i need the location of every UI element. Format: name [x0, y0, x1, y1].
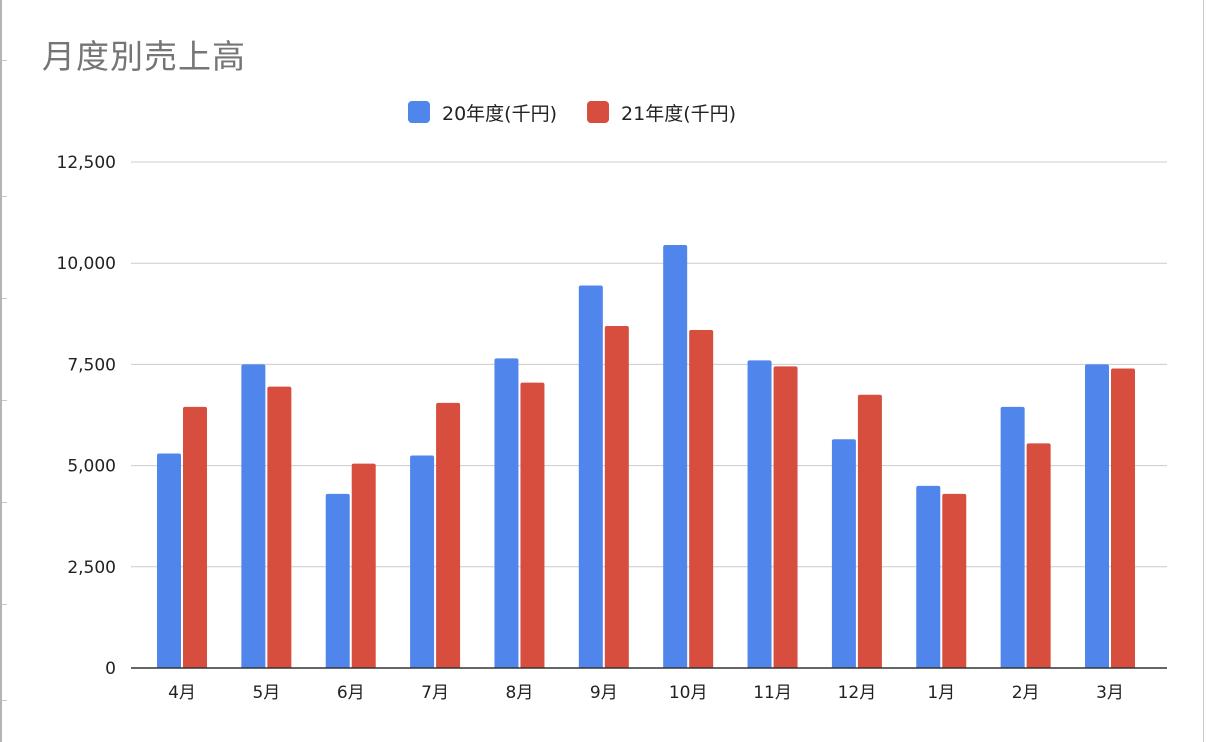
- bar-series-1: [241, 364, 266, 668]
- bar-series-2: [689, 329, 714, 668]
- bar-series-2: [773, 366, 798, 668]
- bar-series-1: [747, 360, 772, 668]
- frame-edge-tick: [2, 60, 7, 61]
- frame-edge-tick: [2, 700, 7, 701]
- y-tick-label: 10,000: [57, 254, 116, 274]
- x-tick-label: 4月: [168, 683, 196, 703]
- bar-series-1: [1000, 406, 1025, 668]
- bar-series-1: [578, 285, 603, 668]
- bar-series-1: [157, 453, 181, 668]
- y-tick-label: 2,500: [67, 558, 116, 578]
- bar-series-2: [520, 382, 545, 668]
- x-tick-label: 12月: [838, 683, 877, 703]
- legend-item-series-1[interactable]: 20年度(千円): [408, 99, 557, 126]
- legend-item-series-2[interactable]: 21年度(千円): [587, 99, 736, 126]
- chart-title: 月度別売上高: [42, 37, 246, 76]
- bar-series-1: [1085, 364, 1109, 668]
- frame-edge-tick: [2, 604, 7, 605]
- legend-swatch-series-2: [587, 101, 610, 123]
- y-tick-label: 5,000: [67, 457, 116, 477]
- bar-series-2: [1026, 443, 1051, 668]
- x-tick-label: 11月: [753, 683, 792, 703]
- bar-series-2: [351, 463, 376, 668]
- bar-series-2: [604, 325, 629, 668]
- bar-series-2: [267, 386, 292, 668]
- y-tick-label: 12,500: [57, 153, 116, 173]
- x-tick-label: 1月: [927, 683, 955, 703]
- bar-series-2: [857, 394, 882, 668]
- bar-series-1: [410, 455, 435, 668]
- legend-label-series-1: 20年度(千円): [442, 102, 558, 125]
- frame-edge-tick: [2, 400, 7, 401]
- x-tick-label: 9月: [590, 683, 618, 703]
- y-tick-label: 7,500: [67, 355, 116, 375]
- x-tick-label: 5月: [252, 683, 280, 703]
- frame-edge-tick: [2, 502, 7, 503]
- bar-series-2: [436, 402, 461, 668]
- frame-edge-tick: [2, 196, 7, 197]
- bar-series-2: [942, 493, 967, 668]
- x-tick-label: 10月: [669, 683, 708, 703]
- x-tick-label: 6月: [337, 683, 365, 703]
- bar-series-1: [663, 244, 688, 668]
- bar-series-1: [831, 439, 856, 668]
- x-tick-label: 7月: [421, 683, 449, 703]
- x-tick-label: 8月: [506, 683, 534, 703]
- legend-swatch-series-1: [408, 101, 430, 123]
- bar-series-2: [1111, 368, 1135, 668]
- chart-legend: 20年度(千円) 21年度(千円): [408, 98, 766, 126]
- bar-series-1: [325, 493, 350, 668]
- bar-series-2: [183, 406, 207, 668]
- bar-series-1: [494, 358, 519, 668]
- y-tick-label: 0: [105, 659, 116, 679]
- legend-label-series-2: 21年度(千円): [621, 102, 737, 125]
- x-tick-label: 2月: [1012, 683, 1040, 703]
- x-tick-label: 3月: [1096, 683, 1124, 703]
- frame-edge-tick: [2, 298, 7, 299]
- bar-series-1: [916, 485, 941, 668]
